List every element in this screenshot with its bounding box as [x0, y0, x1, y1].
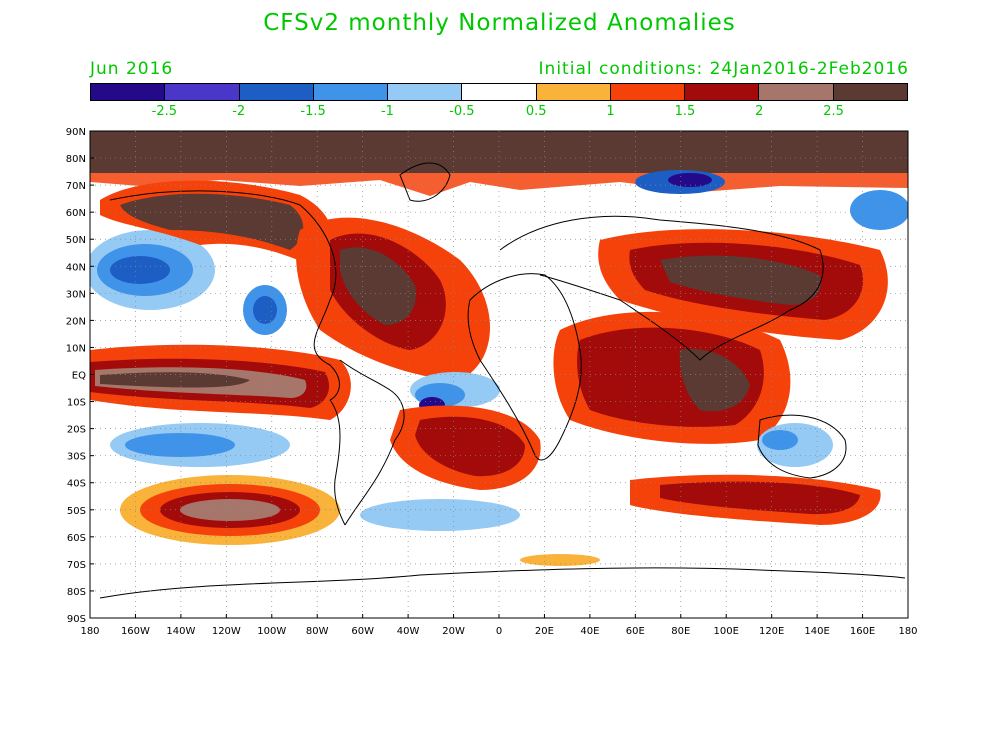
colorbar-swatch: [610, 84, 686, 100]
map-plot-area: [90, 131, 908, 618]
lat-label: 40S: [67, 479, 86, 490]
lat-label: 60S: [67, 533, 86, 544]
lon-label: 140W: [166, 626, 195, 637]
graticule: [90, 131, 908, 618]
lon-label: 100W: [257, 626, 286, 637]
colorbar-level-label: -2: [232, 104, 246, 119]
colorbar-swatch: [833, 84, 907, 100]
lon-label: 120W: [212, 626, 241, 637]
colorbar-swatch: [462, 84, 537, 100]
colorbar-level-label: 1.5: [674, 104, 696, 119]
lat-label: 30N: [66, 289, 86, 300]
lat-label: 20N: [66, 316, 86, 327]
colorbar-level-label: 0.5: [525, 104, 547, 119]
lon-label: 100E: [714, 626, 739, 637]
lat-label: 30S: [67, 452, 86, 463]
lon-label: 0: [496, 626, 502, 637]
colorbar-swatch: [239, 84, 314, 100]
lon-label: 180: [80, 626, 99, 637]
colorbar-level-label: 2: [755, 104, 764, 119]
lon-label: 60E: [626, 626, 645, 637]
colorbar-level-label: 2.5: [823, 104, 844, 119]
coastlines: [99, 162, 906, 599]
lon-label: 80E: [671, 626, 690, 637]
lon-label: 180: [898, 626, 917, 637]
lat-label: 50N: [66, 235, 86, 246]
lon-label: 120E: [759, 626, 784, 637]
colorbar-swatch: [759, 84, 834, 100]
lon-label: 20E: [535, 626, 554, 637]
colorbar-swatch: [165, 84, 240, 100]
lat-label: 80S: [67, 587, 86, 598]
colorbar-swatch: [313, 84, 389, 100]
lat-label: 20S: [67, 425, 86, 436]
colorbar-swatch: [685, 84, 760, 100]
lat-label: 90N: [66, 127, 86, 138]
lat-label: 70N: [66, 181, 86, 192]
lat-label: 70S: [67, 560, 86, 571]
lon-label: 160E: [850, 626, 875, 637]
lat-label: 10S: [67, 398, 86, 409]
lon-label: 20W: [442, 626, 465, 637]
lat-label: 40N: [66, 262, 86, 273]
forecast-month: Jun 2016: [90, 59, 174, 79]
lat-label: 60N: [66, 208, 86, 219]
colorbar: [90, 83, 908, 101]
lon-label: 160W: [121, 626, 150, 637]
lon-label: 40W: [397, 626, 420, 637]
lon-label: 140E: [804, 626, 829, 637]
colorbar-level-label: -1: [380, 104, 394, 119]
lon-label: 60W: [351, 626, 374, 637]
colorbar-level-label: -0.5: [449, 104, 475, 119]
chart-title: CFSv2 monthly Normalized Anomalies: [263, 10, 736, 36]
colorbar-labels: -2.5 -2 -1.5 -1 -0.5 0.5 1 1.5 2 2.5: [90, 104, 908, 120]
lat-label: 10N: [66, 343, 86, 354]
colorbar-swatch: [388, 84, 463, 100]
lat-label: 90S: [67, 614, 86, 625]
colorbar-swatch: [91, 84, 166, 100]
colorbar-level-label: -2.5: [151, 104, 178, 119]
colorbar-level-label: -1.5: [300, 104, 326, 119]
initial-conditions: Initial conditions: 24Jan2016-2Feb2016: [538, 59, 909, 79]
longitude-labels: 180 160W 140W 120W 100W 80W 60W 40W 20W 0 20E 40E 60…: [80, 626, 917, 637]
latitude-labels: 90N 80N 70N 60N 50N 40N 30N 20N 10N EQ 10S 20S 30S 40…: [66, 127, 86, 625]
lat-label: 50S: [67, 506, 86, 517]
axis-ticks: [89, 130, 909, 619]
lon-label: 80W: [306, 626, 329, 637]
colorbar-level-label: 1: [606, 104, 615, 119]
lon-label: 40E: [580, 626, 599, 637]
lat-label: EQ: [72, 371, 86, 382]
colorbar-swatch: [536, 84, 611, 100]
lat-label: 80N: [66, 154, 86, 165]
